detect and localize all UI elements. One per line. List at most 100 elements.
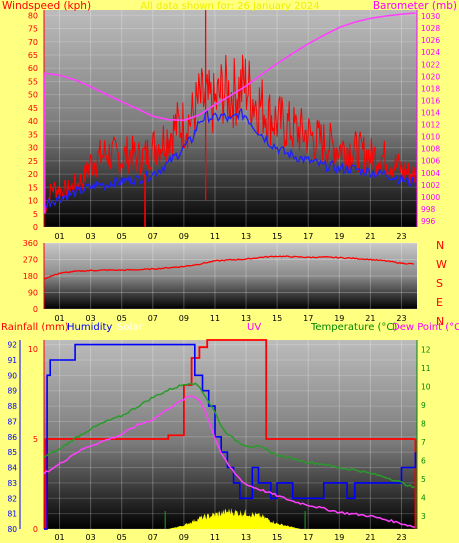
chart-title: All data shown for: 26 January 2024 xyxy=(140,1,319,12)
direction-x-tick-label: 17 xyxy=(303,314,313,323)
barometer-axis-label: Barometer (mb) xyxy=(373,0,457,12)
windspeed-tick-label: 70 xyxy=(28,38,38,47)
barometer-tick-label: 1020 xyxy=(421,72,440,81)
wind-series xyxy=(43,10,416,227)
barometer-tick-label: 1006 xyxy=(421,157,440,166)
humidity-line xyxy=(44,343,417,530)
rain-x-tick-label: 17 xyxy=(303,533,313,542)
temperature-tick-label: 12 xyxy=(421,345,431,354)
windspeed-tick-label: 80 xyxy=(28,11,38,20)
barometer-tick-label: 1008 xyxy=(421,145,440,154)
direction-tick-label: 360 xyxy=(23,239,38,248)
rain-x-tick-label: 09 xyxy=(179,533,189,542)
direction-tick-label: 0 xyxy=(33,305,38,314)
rain-x-tick-label: 05 xyxy=(117,533,127,542)
rain-plot-area xyxy=(44,340,417,529)
dewpoint-line xyxy=(43,395,415,528)
humidity-tick-label: 89 xyxy=(7,387,17,396)
barometer-tick-label: 1022 xyxy=(421,60,440,69)
compass-label-e: E xyxy=(436,296,443,309)
humidity-tick-label: 84 xyxy=(7,464,17,473)
humidity-tick-label: 91 xyxy=(7,356,17,365)
compass-labels: N W S E N xyxy=(436,239,447,328)
wind-x-tick-label: 09 xyxy=(179,232,189,241)
humidity-tick-label: 80 xyxy=(7,525,17,534)
compass-label-w: W xyxy=(436,258,447,271)
temperature-tick-label: 9 xyxy=(421,401,426,410)
compass-label-n1: N xyxy=(436,239,444,252)
humidity-tick-label: 87 xyxy=(7,417,17,426)
wind-x-tick-label: 03 xyxy=(86,232,96,241)
humidity-tick-label: 92 xyxy=(7,341,17,350)
rain-x-tick-label: 11 xyxy=(210,533,220,542)
windspeed-tick-label: 45 xyxy=(28,104,38,113)
rain-x-tick-label: 03 xyxy=(86,533,96,542)
dewpoint-label: Dew Point (°C) xyxy=(392,322,459,333)
humidity-tick-label: 85 xyxy=(7,448,17,457)
rainfall-tick-label: 0 xyxy=(33,525,38,534)
humidity-tick-label: 82 xyxy=(7,494,17,503)
windspeed-axis-label: Windspeed (kph) xyxy=(2,0,91,12)
rainfall-label: Rainfall (mm) xyxy=(1,322,69,333)
humidity-tick-label: 88 xyxy=(7,402,17,411)
windspeed-tick-label: 5 xyxy=(33,210,38,219)
barometer-tick-label: 1000 xyxy=(421,193,440,202)
humidity-label: Humidity xyxy=(67,322,112,333)
rainfall-line xyxy=(44,339,416,530)
rain-x-tick-label: 23 xyxy=(396,533,406,542)
rain-x-tick-label: 01 xyxy=(54,533,64,542)
barometer-tick-label: 1016 xyxy=(421,96,440,105)
temperature-label: Temperature (°C) xyxy=(310,322,397,333)
wind-x-tick-label: 19 xyxy=(334,232,344,241)
wind-x-tick-label: 05 xyxy=(117,232,127,241)
compass-label-s: S xyxy=(436,277,443,290)
barometer-line xyxy=(43,12,416,122)
temperature-tick-label: 6 xyxy=(421,456,426,465)
wind-x-tick-label: 23 xyxy=(396,232,406,241)
temperature-tick-label: 3 xyxy=(421,512,426,521)
temperature-tick-label: 7 xyxy=(421,438,426,447)
barometer-tick-label: 1018 xyxy=(421,84,440,93)
wind-x-tick-label: 15 xyxy=(272,232,282,241)
direction-x-tick-label: 15 xyxy=(272,314,282,323)
direction-x-tick-label: 07 xyxy=(148,314,158,323)
direction-x-tick-label: 23 xyxy=(396,314,406,323)
barometer-tick-label: 1004 xyxy=(421,169,440,178)
rainfall-tick-label: 5 xyxy=(33,435,38,444)
solar-label: Solar xyxy=(117,322,143,333)
temperature-tick-label: 10 xyxy=(421,382,431,391)
humidity-tick-label: 81 xyxy=(7,510,17,519)
windspeed-tick-label: 75 xyxy=(28,25,38,34)
wind-x-tick-label: 11 xyxy=(210,232,220,241)
uv-label: UV xyxy=(247,322,261,333)
direction-tick-label: 180 xyxy=(23,272,38,281)
windspeed-tick-label: 30 xyxy=(28,144,38,153)
wind-x-tick-label: 01 xyxy=(54,232,64,241)
windspeed-tick-label: 0 xyxy=(33,223,38,232)
direction-tick-label: 90 xyxy=(28,289,38,298)
temperature-tick-label: 8 xyxy=(421,419,426,428)
barometer-tick-label: 998 xyxy=(421,205,436,214)
barometer-tick-label: 1026 xyxy=(421,36,440,45)
temperature-tick-label: 4 xyxy=(421,494,426,503)
direction-tick-label: 270 xyxy=(23,256,38,265)
barometer-tick-label: 1012 xyxy=(421,121,440,130)
rain-x-tick-label: 13 xyxy=(241,533,251,542)
windspeed-tick-label: 40 xyxy=(28,117,38,126)
rain-series xyxy=(43,339,417,530)
direction-x-tick-label: 05 xyxy=(117,314,127,323)
windspeed-tick-label: 65 xyxy=(28,51,38,60)
direction-series xyxy=(43,255,415,280)
direction-x-tick-label: 21 xyxy=(365,314,375,323)
wind-x-tick-label: 07 xyxy=(148,232,158,241)
rain-x-tick-label: 07 xyxy=(148,533,158,542)
windspeed-tick-label: 20 xyxy=(28,170,38,179)
compass-label-n2: N xyxy=(436,315,444,328)
windspeed-tick-label: 25 xyxy=(28,157,38,166)
barometer-tick-label: 996 xyxy=(421,217,436,226)
temperature-tick-label: 5 xyxy=(421,475,426,484)
barometer-tick-label: 1002 xyxy=(421,181,440,190)
direction-line xyxy=(43,255,415,280)
tick-labels: 0510152025303540455055606570758099699810… xyxy=(7,11,440,542)
